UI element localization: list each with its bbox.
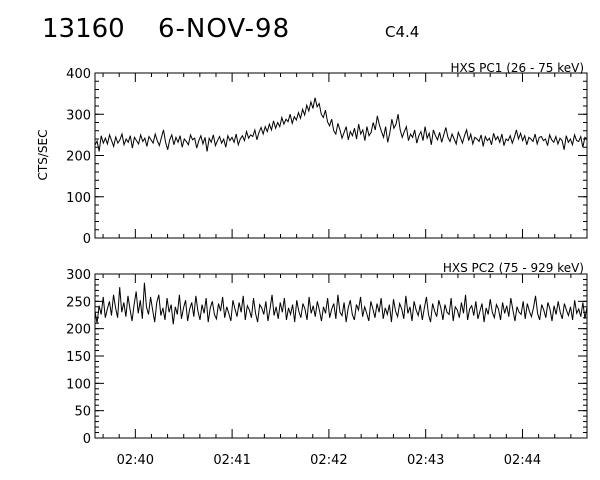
plot-frame-1 <box>94 72 588 239</box>
y-tick-label: 0 <box>83 232 91 247</box>
x-tick-label: 02:42 <box>310 453 347 468</box>
y-tick-label: 200 <box>66 323 91 338</box>
series-line-2-1 <box>94 282 588 325</box>
plot-frame-2 <box>94 273 588 439</box>
y-tick-label: 250 <box>66 295 91 310</box>
y-tick-label: 300 <box>66 268 91 283</box>
y-tick-label: 200 <box>66 150 91 165</box>
y-tick-label: 100 <box>66 191 91 206</box>
panel-title-2: HXS PC2 (75 - 929 keV) <box>443 261 584 275</box>
x-tick-label: 02:40 <box>117 453 154 468</box>
series-line-1-1 <box>94 97 588 152</box>
y-tick-label: 0 <box>83 432 91 447</box>
y-tick-label: 50 <box>74 405 91 420</box>
y-tick-label: 400 <box>66 67 91 82</box>
flare-class: C4.4 <box>385 23 420 41</box>
event-id: 13160 <box>42 14 125 44</box>
y-tick-label: 100 <box>66 377 91 392</box>
x-tick-label: 02:41 <box>213 453 250 468</box>
x-tick-label: 02:44 <box>504 453 541 468</box>
y-tick-label: 150 <box>66 350 91 365</box>
y-tick-label: 300 <box>66 108 91 123</box>
y-axis-label: CTS/SEC <box>36 130 50 181</box>
panel-title-1: HXS PC1 (26 - 75 keV) <box>450 61 584 75</box>
event-date: 6-NOV-98 <box>158 14 291 44</box>
x-tick-label: 02:43 <box>407 453 444 468</box>
